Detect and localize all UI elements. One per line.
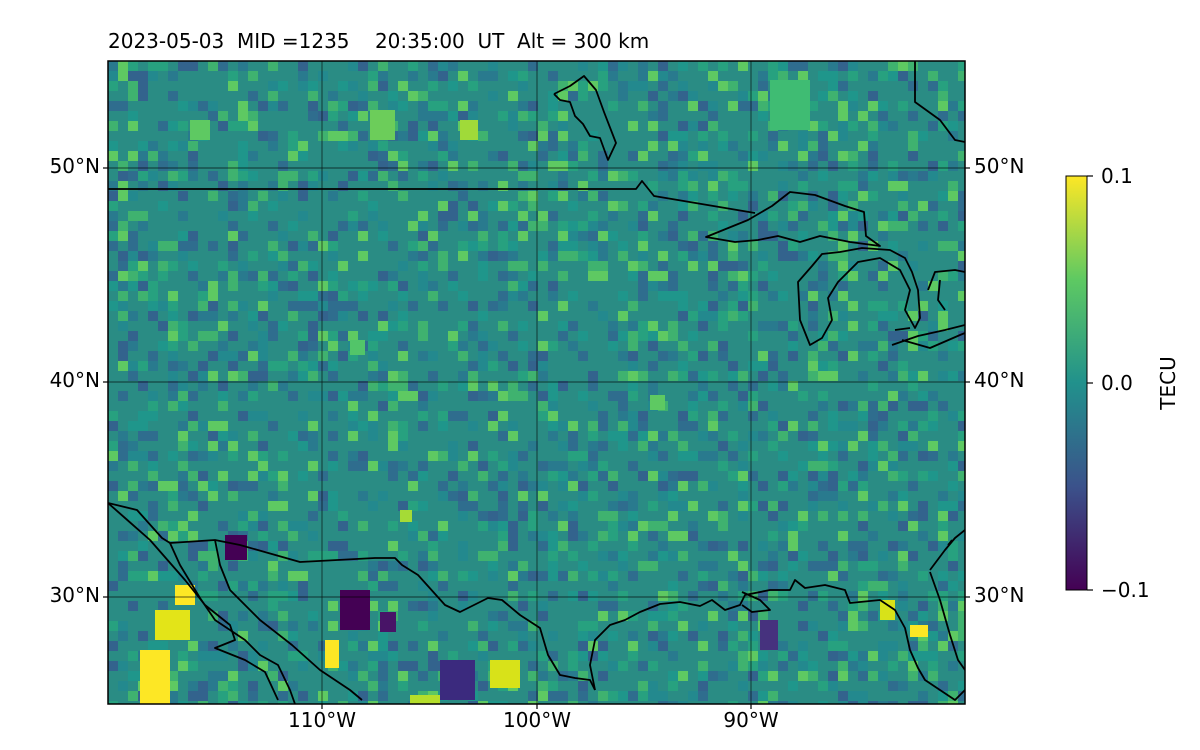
colorbar-tick-max: 0.1 [1101, 164, 1133, 188]
lon-label-90w: 90°W [723, 708, 779, 732]
hudson-coast [553, 75, 617, 161]
florida-east-coast [929, 571, 965, 671]
lat-label-30n-left: 30°N [49, 583, 100, 607]
gulf-california-coast [169, 542, 296, 704]
lake-superior [705, 191, 881, 247]
gulf-coast [589, 579, 965, 701]
us-canada-border [108, 180, 756, 214]
sonora-coast [214, 539, 363, 701]
colorbar-tick-zero: 0.0 [1101, 371, 1133, 395]
lat-label-40n-left: 40°N [49, 368, 100, 392]
map-title: 2023-05-03 MID =1235 20:35:00 UT Alt = 3… [108, 29, 650, 53]
colorbar [1065, 175, 1088, 591]
axis-ticks [103, 167, 970, 709]
gridlines [108, 61, 965, 704]
colorbar-tick-min: −0.1 [1101, 578, 1150, 602]
lake-michigan-huron [797, 247, 921, 346]
lon-label-110w: 110°W [288, 708, 356, 732]
florida-atlantic [929, 529, 965, 571]
great-lakes-east [927, 269, 965, 311]
lat-label-50n-right: 50°N [974, 154, 1025, 178]
lat-label-40n-right: 40°N [974, 368, 1025, 392]
tec-cells [108, 61, 965, 704]
colorbar-ticks [1087, 175, 1093, 591]
lon-label-100w: 100°W [503, 708, 571, 732]
colorbar-label: TECU [1156, 356, 1180, 410]
coastlines [108, 61, 965, 704]
hudson-coast-east [914, 61, 965, 143]
mexico-border [108, 502, 596, 691]
lat-label-30n-right: 30°N [974, 583, 1025, 607]
lat-label-50n-left: 50°N [49, 154, 100, 178]
lake-erie-ontario [891, 324, 965, 349]
